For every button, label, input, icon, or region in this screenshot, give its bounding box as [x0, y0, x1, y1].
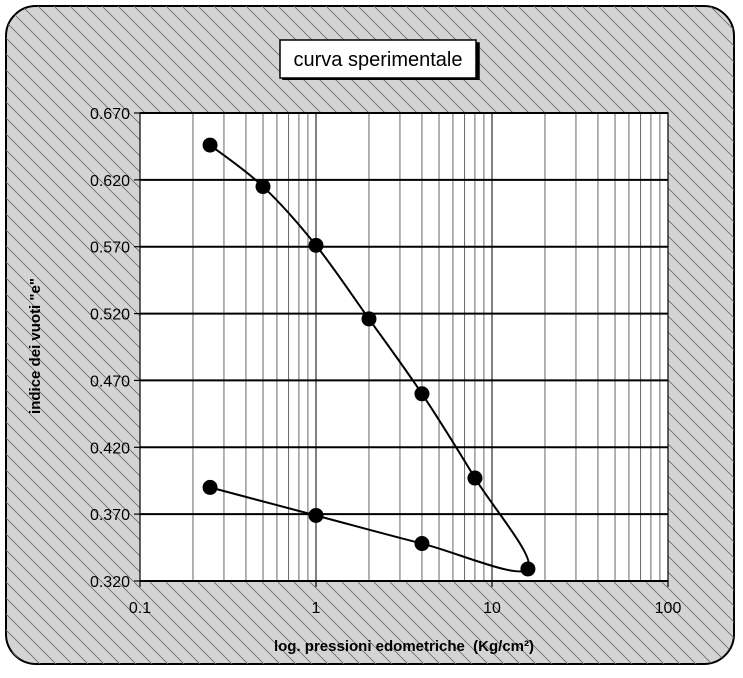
data-point: [414, 536, 430, 552]
x-tick-label: 10: [483, 600, 501, 617]
chart-title: curva sperimentale: [294, 49, 463, 71]
y-tick-label: 0.420: [90, 440, 130, 457]
series-points-group: [202, 137, 536, 577]
x-tick-label: 0.1: [129, 600, 151, 617]
plot-border: [139, 112, 669, 582]
y-tick-label: 0.370: [90, 507, 130, 524]
data-point: [308, 507, 324, 523]
title-box: [279, 39, 477, 79]
y-axis-ticks: 0.320 0.370 0.420 0.470 0.520 0.570 0.620 0.670: [90, 106, 140, 591]
data-point: [202, 137, 218, 153]
plot-area: [140, 113, 668, 581]
data-point: [202, 479, 218, 495]
data-point: [308, 237, 324, 253]
y-tick-label: 0.470: [90, 373, 130, 390]
x-axis-ticks: 0.1 1 10 100: [129, 581, 682, 617]
y-tick-label: 0.320: [90, 574, 130, 591]
y-tick-label: 0.570: [90, 240, 130, 257]
x-tick-label: 100: [655, 600, 682, 617]
data-point: [467, 470, 483, 486]
x-axis-label: log. pressioni edometriche (Kg/cm²): [274, 638, 534, 655]
series-line-group: [209, 144, 531, 573]
data-point: [414, 386, 430, 402]
series-line: [209, 144, 531, 573]
y-tick-label: 0.620: [90, 173, 130, 190]
x-tick-label: 1: [312, 600, 321, 617]
data-point: [255, 179, 271, 195]
data-point: [361, 311, 377, 327]
y-axis-label: indice dei vuoti "e": [27, 278, 44, 414]
y-tick-label: 0.520: [90, 307, 130, 324]
y-tick-label: 0.670: [90, 106, 130, 123]
data-point: [520, 561, 536, 577]
